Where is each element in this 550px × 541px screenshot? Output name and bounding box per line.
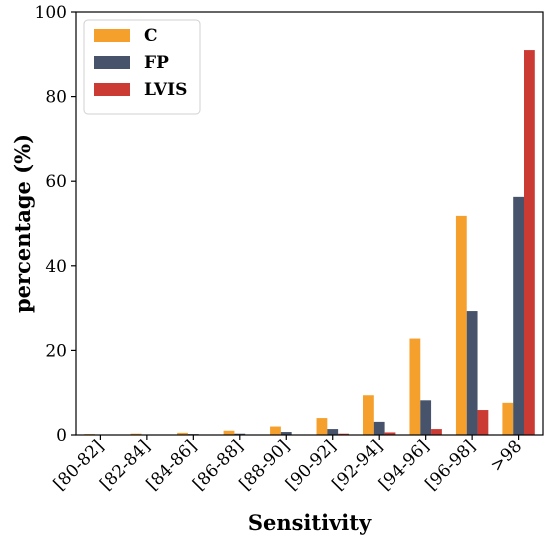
bar-c-2 xyxy=(177,432,188,435)
x-tick-label: [92-94] xyxy=(329,436,387,494)
bar-fp-4 xyxy=(280,432,292,435)
bar-c-6 xyxy=(363,395,374,435)
x-tick-label: [82-84] xyxy=(96,436,154,494)
legend-label-c: C xyxy=(144,26,158,46)
x-tick-label: [94-96] xyxy=(375,436,433,494)
bar-fp-6 xyxy=(373,421,385,435)
legend-label-fp: FP xyxy=(144,53,169,73)
x-tick-label: [88-90] xyxy=(236,436,294,494)
bar-lvis-8 xyxy=(477,410,489,435)
x-axis-title: Sensitivity xyxy=(248,510,372,535)
y-tick-label: 60 xyxy=(45,172,67,192)
x-tick-label: [86-88] xyxy=(189,436,247,494)
bar-c-7 xyxy=(409,338,421,435)
x-tick-label: [84-86] xyxy=(143,436,201,494)
legend-swatch-c xyxy=(94,29,130,42)
y-tick-label: 80 xyxy=(45,88,67,108)
y-tick-label: 100 xyxy=(35,3,67,23)
y-tick-label: 20 xyxy=(45,341,67,361)
legend-swatch-fp xyxy=(94,56,130,69)
legend-swatch-lvis xyxy=(94,83,130,96)
bar-fp-8 xyxy=(466,311,478,435)
bar-lvis-6 xyxy=(384,432,396,435)
plot-frame xyxy=(75,11,544,436)
bar-fp-9 xyxy=(513,196,524,435)
bars-group xyxy=(84,50,535,435)
bar-lvis-7 xyxy=(431,429,442,435)
bar-c-9 xyxy=(502,402,514,435)
bar-lvis-9 xyxy=(524,50,535,435)
bar-c-8 xyxy=(455,215,467,435)
x-axis: [80-82][82-84][84-86][86-88][88-90][90-9… xyxy=(50,435,526,495)
bar-c-1 xyxy=(130,433,142,435)
y-tick-label: 0 xyxy=(56,426,67,446)
x-tick-label: [90-92] xyxy=(282,436,340,494)
bar-lvis-5 xyxy=(338,433,349,435)
y-axis-title: percentage (%) xyxy=(10,134,35,313)
legend-label-lvis: LVIS xyxy=(144,80,187,100)
legend: C FP LVIS xyxy=(83,19,201,115)
bar-c-5 xyxy=(316,418,328,435)
bar-fp-3 xyxy=(234,433,246,435)
bar-fp-5 xyxy=(327,429,339,435)
bar-c-4 xyxy=(270,426,281,435)
x-tick-label: [96-98] xyxy=(421,436,479,494)
bar-fp-7 xyxy=(420,400,432,435)
bar-c-3 xyxy=(223,430,235,435)
y-tick-label: 40 xyxy=(45,257,67,277)
x-tick-label: >98 xyxy=(487,436,527,476)
y-axis: 0 20 40 60 80 100 xyxy=(35,3,76,446)
